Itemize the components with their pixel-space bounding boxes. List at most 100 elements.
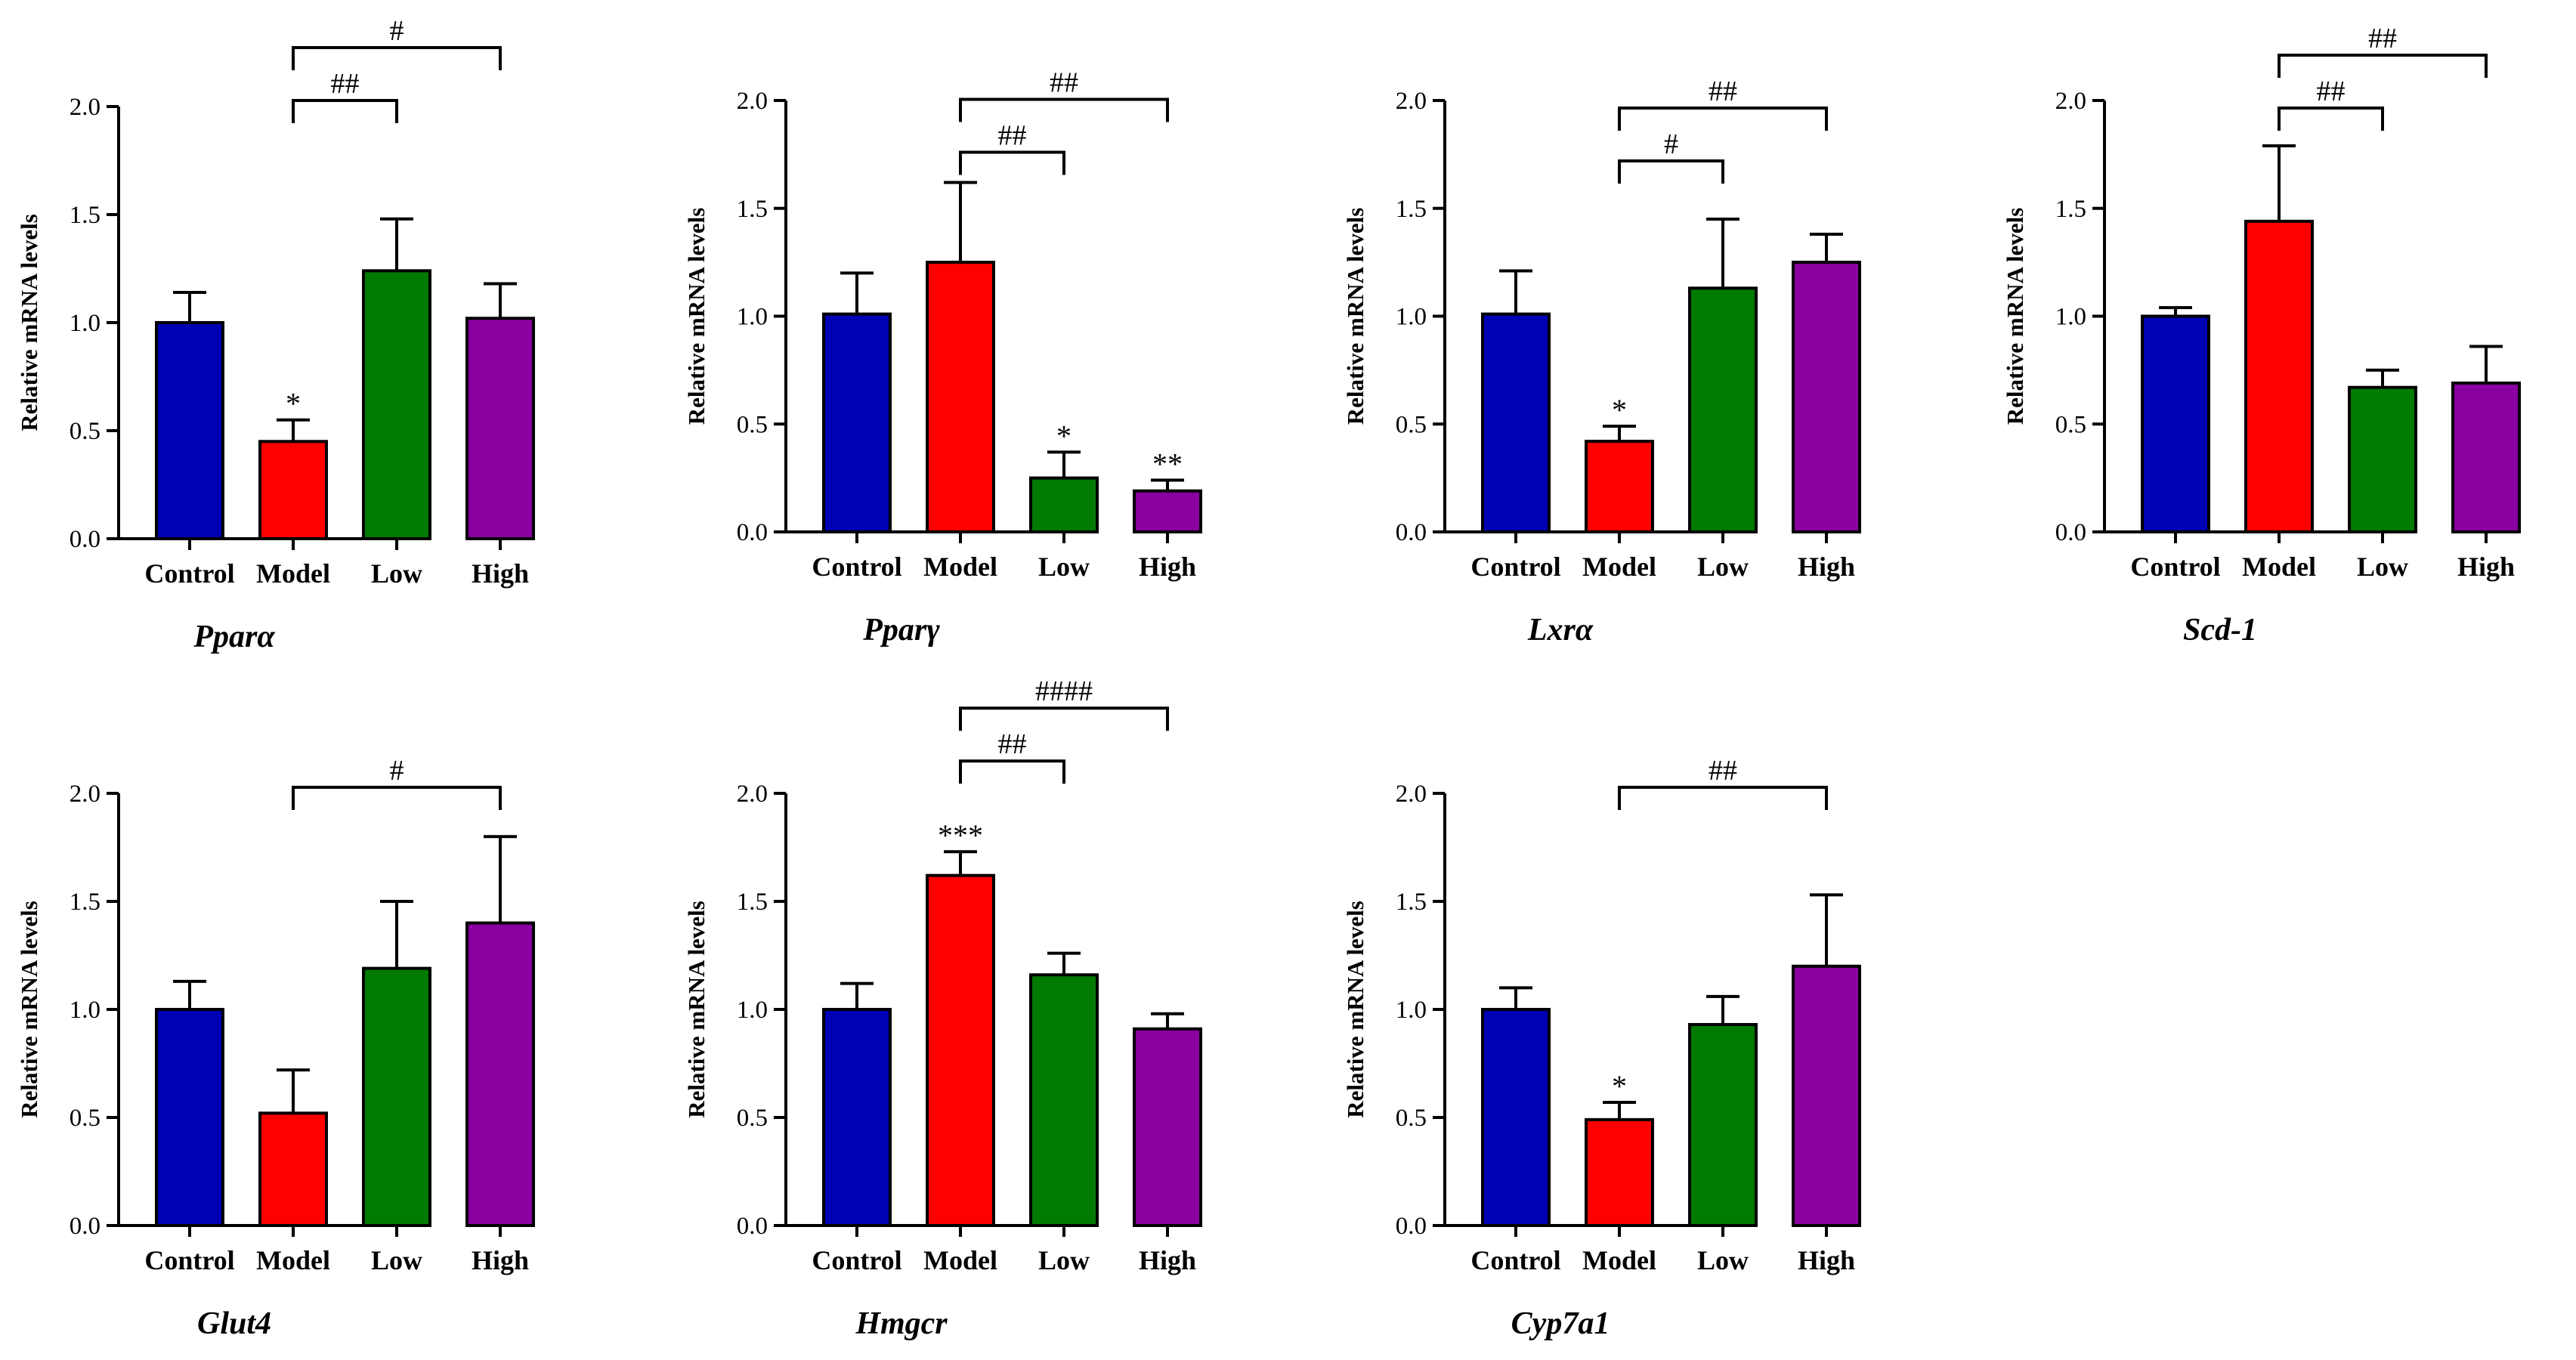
y-tick-label: 0.0 bbox=[2055, 519, 2086, 546]
x-tick-label: Low bbox=[1038, 552, 1090, 582]
chart-panel-1: 0.0 0.5 1.0 1.5 2.0 Relative mRNA levels Contr… bbox=[16, 15, 535, 654]
x-tick-label: Low bbox=[1697, 1245, 1749, 1275]
x-tick-label: Control bbox=[812, 1245, 901, 1275]
significance-label: * bbox=[1612, 1069, 1627, 1103]
comparison-bracket bbox=[2278, 107, 2384, 131]
y-axis-label: Relative mRNA levels bbox=[2002, 208, 2028, 425]
chart-panel-2: 0.0 0.5 1.0 1.5 2.0 Relative mRNA levels Contr… bbox=[683, 66, 1202, 648]
significance-label: *** bbox=[938, 818, 983, 852]
panel-title: Pparγ bbox=[862, 613, 940, 648]
y-tick-label: 1.0 bbox=[737, 304, 768, 331]
bracket-label: ## bbox=[1050, 66, 1078, 98]
bracket-label: ## bbox=[1709, 755, 1737, 787]
comparison-bracket bbox=[1618, 786, 1828, 810]
comparison-bracket bbox=[1618, 159, 1724, 184]
x-tick-label: Low bbox=[1038, 1245, 1090, 1275]
y-tick-label: 0.5 bbox=[70, 418, 101, 445]
y-axis-label: Relative mRNA levels bbox=[16, 901, 42, 1118]
comparison-bracket bbox=[959, 759, 1065, 784]
chart-panel-7: 0.0 0.5 1.0 1.5 2.0 Relative mRNA levels Contr… bbox=[1342, 755, 1861, 1341]
bar-control bbox=[822, 312, 892, 533]
y-tick-label: 2.0 bbox=[2055, 88, 2086, 115]
bar-high bbox=[465, 921, 535, 1227]
x-tick-label: Model bbox=[256, 558, 330, 589]
y-tick-label: 1.5 bbox=[1396, 196, 1427, 223]
y-tick-label: 1.5 bbox=[737, 196, 768, 223]
comparison-bracket bbox=[959, 150, 1065, 175]
panel-title: Glut4 bbox=[197, 1306, 271, 1341]
y-tick-label: 0.0 bbox=[737, 1213, 768, 1240]
bar-control bbox=[1481, 1008, 1551, 1227]
bar-model bbox=[926, 873, 995, 1228]
bar-low bbox=[1688, 1023, 1758, 1228]
x-tick-label: Low bbox=[371, 558, 422, 589]
y-tick-label: 0.0 bbox=[70, 526, 101, 553]
y-tick-label: 1.5 bbox=[2055, 196, 2086, 223]
bracket-label: #### bbox=[1035, 675, 1093, 707]
bar-model bbox=[2244, 219, 2314, 533]
bar-low bbox=[1029, 476, 1099, 533]
bar-control bbox=[155, 321, 224, 540]
y-tick-label: 1.0 bbox=[70, 997, 101, 1024]
y-tick-label: 2.0 bbox=[1396, 780, 1427, 808]
comparison-bracket bbox=[2278, 54, 2488, 78]
x-tick-label: Model bbox=[256, 1245, 330, 1275]
panel-title: Scd-1 bbox=[2183, 613, 2257, 648]
bar-high bbox=[1792, 964, 1861, 1228]
bar-low bbox=[2348, 385, 2417, 534]
x-tick-label: Model bbox=[1582, 552, 1656, 582]
x-tick-label: Control bbox=[1470, 1245, 1560, 1275]
bracket-label: ## bbox=[998, 728, 1027, 760]
y-tick-label: 0.5 bbox=[1396, 1105, 1427, 1132]
y-tick-label: 0.5 bbox=[737, 411, 768, 438]
x-tick-label: Low bbox=[2357, 552, 2408, 582]
y-tick-label: 1.0 bbox=[737, 997, 768, 1024]
x-tick-label: High bbox=[472, 1245, 529, 1275]
bracket-label: ## bbox=[331, 68, 360, 100]
comparison-bracket bbox=[292, 99, 398, 123]
y-tick-label: 1.5 bbox=[1396, 889, 1427, 916]
x-tick-label: Low bbox=[1697, 552, 1749, 582]
y-tick-label: 1.0 bbox=[1396, 997, 1427, 1024]
bar-high bbox=[2451, 382, 2521, 533]
significance-label: * bbox=[1056, 419, 1072, 453]
bar-high bbox=[1792, 261, 1861, 533]
x-tick-label: High bbox=[1798, 552, 1855, 582]
y-tick-label: 0.5 bbox=[70, 1105, 101, 1132]
comparison-bracket bbox=[959, 706, 1169, 731]
y-axis-label: Relative mRNA levels bbox=[683, 208, 710, 425]
bar-model bbox=[926, 261, 995, 533]
bracket-label: ## bbox=[998, 119, 1027, 151]
bar-model bbox=[1585, 440, 1654, 534]
x-tick-label: High bbox=[1798, 1245, 1855, 1275]
bracket-label: # bbox=[390, 15, 404, 47]
bar-control bbox=[1481, 312, 1551, 533]
y-tick-label: 0.5 bbox=[737, 1105, 768, 1132]
y-tick-label: 2.0 bbox=[70, 94, 101, 121]
x-tick-label: Model bbox=[923, 1245, 997, 1275]
y-tick-label: 1.5 bbox=[70, 202, 101, 229]
x-tick-label: Model bbox=[1582, 1245, 1656, 1275]
bar-high bbox=[1133, 1027, 1202, 1227]
bracket-label: ## bbox=[1709, 76, 1737, 107]
bar-model bbox=[258, 1111, 328, 1228]
y-tick-label: 0.0 bbox=[1396, 519, 1427, 546]
bracket-label: ## bbox=[2368, 23, 2397, 54]
bar-model bbox=[1585, 1117, 1654, 1227]
bracket-label: # bbox=[390, 755, 404, 787]
significance-label: * bbox=[286, 387, 301, 421]
x-tick-label: Control bbox=[144, 1245, 234, 1275]
x-tick-label: High bbox=[1139, 1245, 1196, 1275]
y-tick-label: 1.5 bbox=[70, 889, 101, 916]
x-tick-label: Control bbox=[2130, 552, 2220, 582]
x-tick-label: Control bbox=[812, 552, 901, 582]
x-tick-label: Model bbox=[923, 552, 997, 582]
bar-high bbox=[1133, 489, 1202, 534]
bar-low bbox=[1688, 286, 1758, 533]
chart-panel-6: 0.0 0.5 1.0 1.5 2.0 Relative mRNA levels Contr… bbox=[683, 675, 1202, 1341]
comparison-bracket bbox=[292, 46, 502, 70]
y-tick-label: 2.0 bbox=[1396, 88, 1427, 115]
comparison-bracket bbox=[959, 97, 1169, 122]
significance-label: ** bbox=[1152, 447, 1183, 481]
